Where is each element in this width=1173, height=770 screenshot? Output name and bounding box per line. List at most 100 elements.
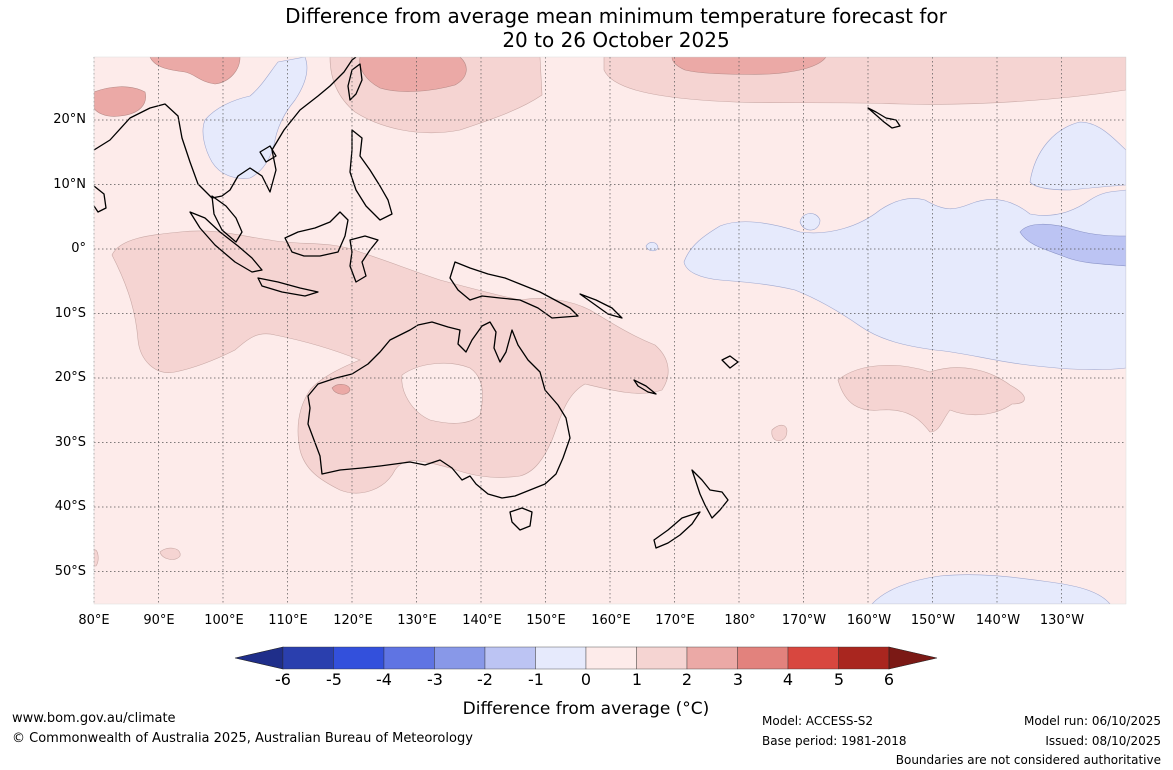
- colorbar-tick: -1: [528, 670, 544, 689]
- coast-borneo: [284, 211, 349, 257]
- lat-label-30s: 30°S: [54, 435, 86, 450]
- colorbar-tick: 5: [833, 670, 845, 689]
- colorbar-swatch: [434, 646, 486, 670]
- model-name: Model: ACCESS-S2: [762, 714, 874, 728]
- anomaly-region-cool-micronesia: [799, 213, 821, 231]
- anomaly-region-high-china-sea: [359, 57, 467, 92]
- coast-tasmania: [509, 507, 533, 531]
- title-line-2: 20 to 26 October 2025: [502, 28, 730, 52]
- lon-label-170e: 170°E: [655, 613, 695, 628]
- anomaly-region-high-india: [94, 86, 146, 117]
- lat-label-10n: 10°N: [53, 177, 86, 192]
- lon-label-160e: 160°E: [591, 613, 631, 628]
- lon-label-160w: 160°W: [846, 613, 892, 628]
- colorbar-swatch: [838, 646, 890, 670]
- colorbar-swatch: [333, 646, 385, 670]
- coast-fiji: [721, 355, 739, 369]
- coast-hainan: [259, 145, 277, 163]
- anomaly-region-high-himalaya: [149, 57, 241, 85]
- lon-label-90e: 90°E: [143, 613, 175, 628]
- anomaly-region-south-pacific: [837, 365, 1025, 433]
- colorbar-tick: -3: [427, 670, 443, 689]
- coast-new-guinea: [449, 261, 579, 319]
- boundaries-disclaimer: Boundaries are not considered authoritat…: [895, 753, 1161, 767]
- base-period: Base period: 1981-2018: [762, 734, 907, 748]
- model-run-date: Model run: 06/10/2025: [1023, 714, 1161, 728]
- anomaly-region-indian-ocean: [111, 230, 669, 494]
- coast-sulawesi: [349, 235, 379, 283]
- lon-label-120e: 120°E: [333, 613, 373, 628]
- title-line-1: Difference from average mean minimum tem…: [285, 4, 947, 28]
- lon-label-130e: 130°E: [397, 613, 437, 628]
- lon-label-150e: 150°E: [526, 613, 566, 628]
- colorbar-label: Difference from average (°C): [462, 699, 710, 719]
- colorbar: [234, 646, 938, 670]
- coast-java: [257, 277, 319, 297]
- coast-japan-taiwan: [347, 63, 363, 101]
- coast-australia: [307, 321, 571, 499]
- anomaly-region-cool-southern-ocean: [871, 574, 1111, 604]
- colorbar-tick: -5: [326, 670, 342, 689]
- colorbar-tick: -4: [376, 670, 392, 689]
- coastlines: [94, 57, 901, 549]
- lon-label-80e: 80°E: [78, 613, 110, 628]
- copyright-text: © Commonwealth of Australia 2025, Austra…: [12, 731, 473, 746]
- anomaly-region-cool-indochina: [202, 57, 308, 179]
- map-frame: [93, 56, 1127, 605]
- lon-label-140e: 140°E: [462, 613, 502, 628]
- lon-label-100e: 100°E: [204, 613, 244, 628]
- colorbar-swatch: [535, 646, 587, 670]
- coast-new-zealand-south: [653, 511, 701, 549]
- anomaly-contours: [94, 57, 1126, 604]
- colorbar-swatch: [787, 646, 839, 670]
- colorbar-swatch: [636, 646, 688, 670]
- lon-label-170w: 170°W: [781, 613, 827, 628]
- lon-label-180: 180°: [724, 613, 756, 628]
- coast-sumatra: [189, 211, 263, 273]
- website-link[interactable]: www.bom.gov.au/climate: [12, 711, 176, 726]
- coast-new-zealand-north: [691, 469, 729, 519]
- colorbar-extend-high: [888, 646, 938, 670]
- coast-sri-lanka: [94, 185, 107, 213]
- lon-label-130w: 130°W: [1039, 613, 1085, 628]
- colorbar-swatch: [282, 646, 334, 670]
- anomaly-region-cooler-equatorial-band: [1019, 223, 1126, 267]
- lat-label-40s: 40°S: [54, 499, 86, 514]
- anomaly-region-south-indian-spot: [159, 547, 181, 560]
- anomaly-region-cool-equatorial-pacific: [683, 189, 1126, 370]
- coast-hawaii: [867, 107, 901, 129]
- colorbar-tick: -2: [477, 670, 493, 689]
- colorbar-tick: 2: [681, 670, 693, 689]
- lat-label-0: 0°: [71, 241, 86, 256]
- map-title: Difference from average mean minimum tem…: [0, 4, 1173, 52]
- lon-label-140w: 140°W: [975, 613, 1021, 628]
- lat-label-20s: 20°S: [54, 370, 86, 385]
- colorbar-swatch: [585, 646, 637, 670]
- colorbar-swatch: [383, 646, 435, 670]
- lon-label-150w: 150°W: [910, 613, 956, 628]
- coast-solomons: [579, 293, 623, 319]
- anomaly-region-high-wa: [331, 384, 351, 395]
- colorbar-tick: 0: [580, 670, 592, 689]
- coast-new-caledonia: [633, 379, 657, 395]
- colorbar-tick: 4: [782, 670, 794, 689]
- colorbar-tick: 1: [631, 670, 643, 689]
- lon-label-110e: 110°E: [268, 613, 308, 628]
- colorbar-extend-low: [234, 646, 284, 670]
- colorbar-tick: -6: [275, 670, 291, 689]
- issued-date: Issued: 08/10/2025: [1045, 734, 1161, 748]
- coast-malay-peninsula: [211, 195, 243, 243]
- colorbar-swatch: [484, 646, 536, 670]
- graticule: [93, 57, 1126, 604]
- lat-label-20n: 20°N: [53, 112, 86, 127]
- coast-asia-mainland: [94, 57, 357, 199]
- lat-label-50s: 50°S: [54, 564, 86, 579]
- colorbar-swatch: [686, 646, 738, 670]
- lat-label-10s: 10°S: [54, 306, 86, 321]
- coast-philippines: [349, 129, 393, 221]
- colorbar-tick: 3: [732, 670, 744, 689]
- colorbar-tick: 6: [883, 670, 895, 689]
- anomaly-region-west-edge: [94, 549, 99, 567]
- anomaly-region-tasman-spot: [771, 424, 788, 442]
